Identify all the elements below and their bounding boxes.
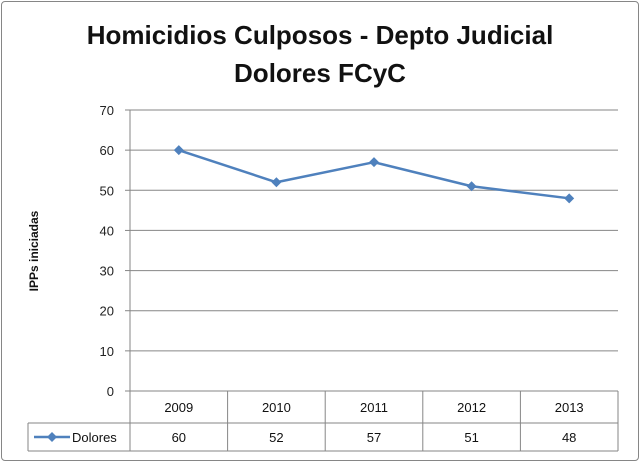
data-point-2010 [271, 177, 282, 188]
x-tick-label-2009: 2009 [164, 400, 193, 415]
x-tick-label-2010: 2010 [262, 400, 291, 415]
table-value-2009: 60 [172, 430, 186, 445]
y-tick-label-60: 60 [100, 143, 114, 158]
x-tick-label-2012: 2012 [457, 400, 486, 415]
y-tick-label-20: 20 [100, 304, 114, 319]
table-value-2010: 52 [269, 430, 283, 445]
table-value-2012: 51 [464, 430, 478, 445]
y-tick-label-70: 70 [100, 103, 114, 118]
y-tick-label-0: 0 [107, 384, 114, 399]
legend-label: Dolores [72, 430, 117, 445]
x-tick-label-2013: 2013 [555, 400, 584, 415]
y-tick-label-40: 40 [100, 223, 114, 238]
data-point-2012 [466, 181, 477, 192]
data-table: 2009 2010 2011 2012 2013 60 52 57 51 48 Dolores [27, 390, 619, 452]
y-tick-label-10: 10 [100, 344, 114, 359]
y-axis-label: IPPs iniciadas [27, 210, 41, 291]
y-tick-label-30: 30 [100, 264, 114, 279]
data-point-2013 [564, 193, 575, 204]
table-value-2011: 57 [367, 430, 381, 445]
series-layer [173, 145, 575, 204]
data-point-2011 [369, 157, 379, 168]
legend-key-marker [47, 432, 57, 442]
chart-title-line-2: Dolores FCyC [234, 58, 406, 88]
chart-title-line-1: Homicidios Culposos - Depto Judicial [87, 20, 554, 50]
y-axis-ticks: 0 10 20 30 40 50 60 70 [100, 103, 131, 399]
gridlines [130, 109, 618, 352]
data-point-2009 [173, 145, 184, 156]
y-tick-label-50: 50 [100, 183, 114, 198]
x-tick-label-2011: 2011 [360, 400, 388, 415]
table-value-2013: 48 [562, 430, 576, 445]
